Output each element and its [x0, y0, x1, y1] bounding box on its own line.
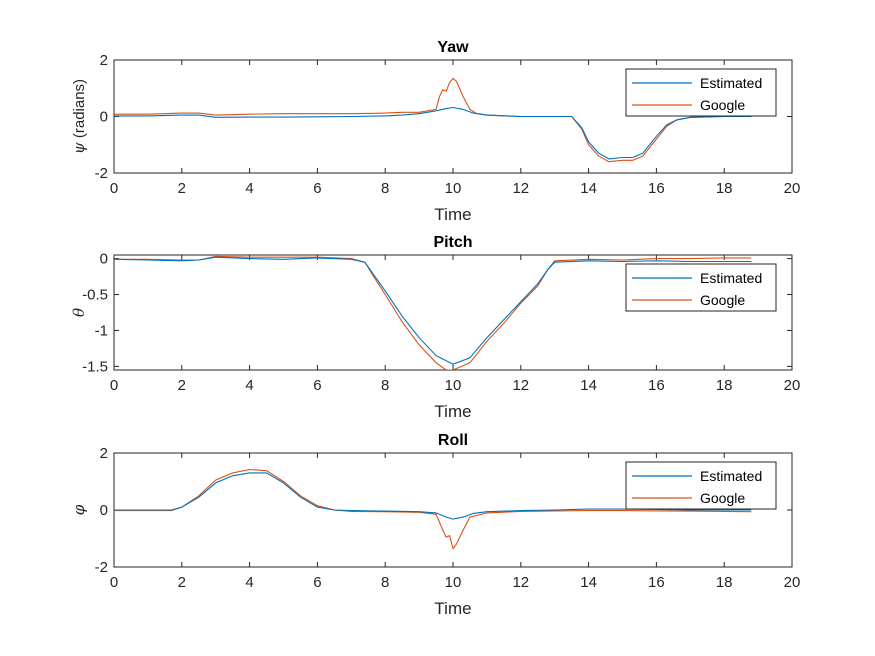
y-tick-label: 2: [100, 445, 108, 462]
y-tick-label: -0.5: [82, 287, 108, 304]
legend-label-estimated: Estimated: [700, 75, 762, 91]
y-tick-label: -1.5: [82, 358, 108, 375]
y-axis-symbol: φ: [70, 504, 88, 515]
legend: Estimated Google: [625, 461, 777, 510]
x-tick-label: 4: [245, 574, 253, 591]
y-tick-label: -2: [95, 165, 108, 182]
legend-label-google: Google: [700, 292, 745, 308]
x-tick-label: 18: [716, 377, 733, 394]
x-tick-label: 14: [580, 377, 597, 394]
series-line-estimated: [114, 106, 752, 160]
chart-title: Yaw: [437, 39, 469, 56]
series-line-google: [114, 255, 752, 370]
chart-title: Pitch: [433, 234, 472, 251]
y-axis-symbol: θ: [70, 308, 88, 317]
y-tick-label: 2: [100, 52, 108, 69]
x-tick-label: 18: [716, 574, 733, 591]
x-tick-label: 0: [110, 377, 118, 394]
y-axis-symbol: ψ: [70, 142, 88, 154]
x-tick-label: 8: [381, 180, 389, 197]
y-tick-label: -1: [95, 322, 108, 339]
x-tick-label: 6: [313, 180, 321, 197]
x-tick-label: 10: [445, 377, 462, 394]
legend-label-estimated: Estimated: [700, 468, 762, 484]
legend-label-estimated: Estimated: [700, 270, 762, 286]
x-axis-label: Time: [434, 205, 471, 224]
x-tick-label: 16: [648, 377, 665, 394]
chart-title: Roll: [438, 432, 468, 449]
y-tick-label: 0: [100, 251, 108, 268]
x-tick-label: 2: [178, 377, 186, 394]
x-tick-label: 20: [784, 377, 801, 394]
x-tick-label: 18: [716, 180, 733, 197]
x-tick-label: 4: [245, 377, 253, 394]
series-line-google: [114, 468, 752, 550]
x-tick-label: 0: [110, 180, 118, 197]
x-tick-label: 14: [580, 180, 597, 197]
x-axis-label: Time: [434, 402, 471, 421]
x-tick-label: 10: [445, 574, 462, 591]
y-axis-label: ψ (radians): [70, 79, 88, 154]
y-axis-label: θ: [70, 308, 88, 317]
x-tick-label: 14: [580, 574, 597, 591]
x-tick-label: 16: [648, 574, 665, 591]
x-tick-label: 2: [178, 574, 186, 591]
y-tick-label: 0: [100, 502, 108, 519]
x-tick-label: 8: [381, 574, 389, 591]
x-tick-label: 6: [313, 377, 321, 394]
y-tick-label: -2: [95, 559, 108, 576]
subplot-pitch: Pitch 0 2 4 6 8 10 12 14 16 18 20 -1.5 -1 -0.5 0 Time θ Es…: [70, 234, 800, 421]
legend-label-google: Google: [700, 97, 745, 113]
y-axis-unit: (radians): [71, 79, 88, 142]
x-tick-label: 12: [512, 180, 529, 197]
series-line-estimated: [114, 256, 752, 365]
x-tick-label: 8: [381, 377, 389, 394]
x-tick-label: 12: [512, 574, 529, 591]
x-tick-label: 4: [245, 180, 253, 197]
series-line-google: [114, 77, 752, 163]
legend-box: [625, 461, 777, 510]
x-tick-label: 16: [648, 180, 665, 197]
legend: Estimated Google: [625, 68, 777, 117]
legend-label-google: Google: [700, 490, 745, 506]
y-tick-label: 0: [100, 109, 108, 126]
y-axis-label: φ: [70, 504, 88, 515]
legend-box: [625, 263, 777, 312]
x-tick-label: 6: [313, 574, 321, 591]
x-tick-label: 2: [178, 180, 186, 197]
x-tick-label: 20: [784, 180, 801, 197]
x-tick-label: 0: [110, 574, 118, 591]
x-tick-label: 12: [512, 377, 529, 394]
x-axis-label: Time: [434, 599, 471, 618]
series-line-estimated: [114, 472, 752, 520]
legend-box: [625, 68, 777, 117]
x-tick-label: 10: [445, 180, 462, 197]
x-tick-label: 20: [784, 574, 801, 591]
legend: Estimated Google: [625, 263, 777, 312]
